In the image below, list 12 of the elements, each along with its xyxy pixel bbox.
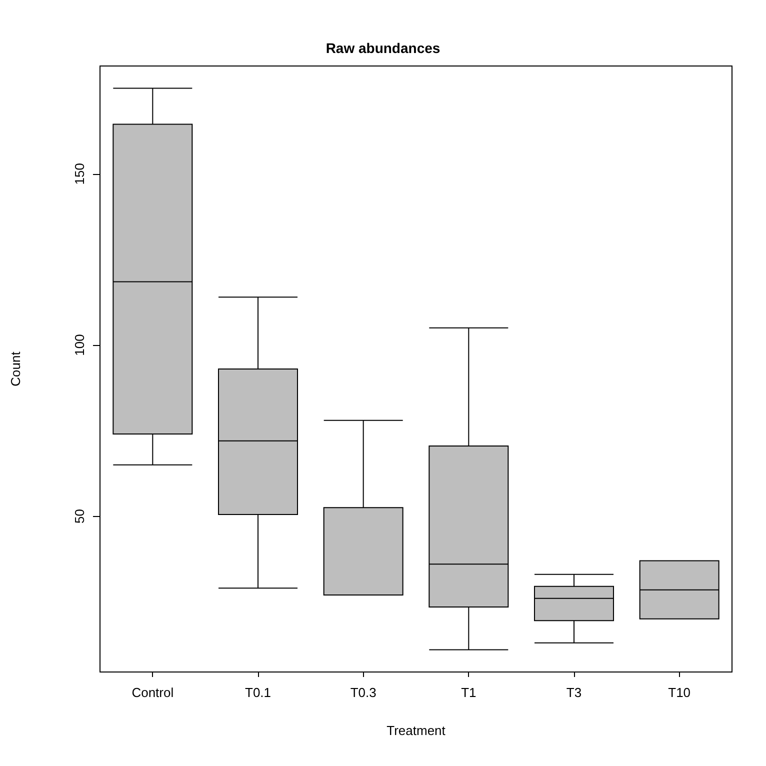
x-tick-label: T10 [668,685,691,700]
x-tick-label: Control [132,685,174,700]
x-tick-label: T0.3 [350,685,376,700]
y-tick-label: 150 [72,162,87,185]
x-axis-title: Treatment [386,723,446,738]
y-tick-label: 100 [72,334,87,356]
y-axis-title: Count [8,351,23,386]
x-tick-label: T1 [461,685,476,700]
x-tick-label: T3 [566,685,582,700]
x-tick-label: T0.1 [244,685,272,700]
chart-title: Raw abundances [326,40,440,56]
y-tick-label: 50 [72,508,87,524]
